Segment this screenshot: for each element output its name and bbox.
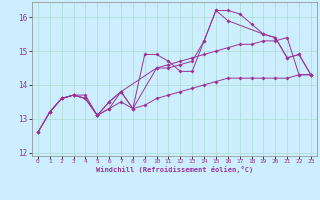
X-axis label: Windchill (Refroidissement éolien,°C): Windchill (Refroidissement éolien,°C)	[96, 166, 253, 173]
